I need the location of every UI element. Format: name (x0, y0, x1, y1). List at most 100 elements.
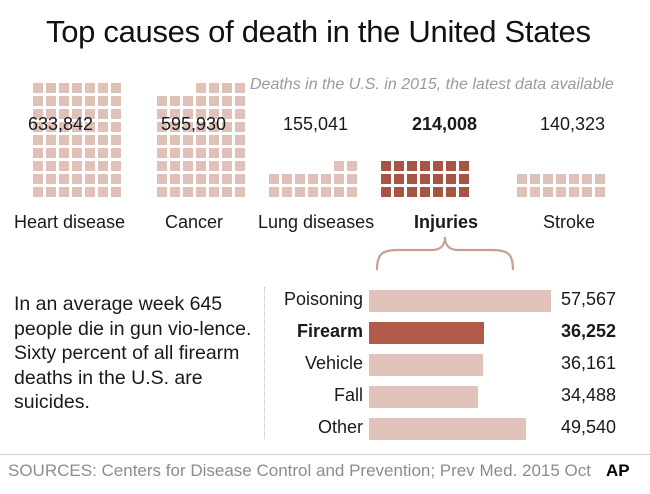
waffle-square-injuries (433, 161, 443, 171)
injuries-bar-chart (369, 290, 551, 440)
gun-violence-note: In an average week 645 people die in gun… (14, 293, 252, 413)
waffle-square-heart-disease (98, 83, 108, 93)
waffle-square-heart-disease (59, 148, 69, 158)
waffle-square-cancer (235, 83, 245, 93)
waffle-square-cancer (157, 109, 167, 119)
waffle-square-heart-disease (72, 96, 82, 106)
waffle-square-cancer (235, 135, 245, 145)
waffle-square-heart-disease (59, 187, 69, 197)
waffle-square-stroke (530, 187, 540, 197)
waffle-square-injuries (394, 187, 404, 197)
waffle-square-cancer (170, 174, 180, 184)
waffle-square-heart-disease (111, 109, 121, 119)
waffle-square-heart-disease (111, 187, 121, 197)
waffle-square-heart-disease (46, 174, 56, 184)
waffle-square-stroke (517, 174, 527, 184)
waffle-square-heart-disease (98, 122, 108, 132)
waffle-square-lung-diseases (321, 174, 331, 184)
bar-value-vehicle: 36,161 (561, 353, 617, 373)
waffle-square-lung-diseases (282, 187, 292, 197)
waffle-square-lung-diseases (295, 174, 305, 184)
waffle-square-cancer (209, 96, 219, 106)
waffle-square-cancer (222, 135, 232, 145)
cause-value-cancer: 595,930 (161, 114, 227, 134)
waffle-square-lung-diseases (321, 187, 331, 197)
section-divider (264, 287, 265, 439)
waffle-square-stroke (543, 187, 553, 197)
waffle-square-heart-disease (33, 135, 43, 145)
waffle-square-heart-disease (46, 148, 56, 158)
bar-value-firearm: 36,252 (561, 321, 617, 341)
ap-logo: AP (606, 461, 630, 480)
waffle-square-cancer (235, 109, 245, 119)
waffle-square-cancer (196, 187, 206, 197)
waffle-square-injuries (394, 161, 404, 171)
waffle-square-cancer (157, 174, 167, 184)
cause-value-heart-disease: 633,842 (28, 114, 94, 134)
waffle-square-heart-disease (85, 109, 95, 119)
waffle-square-stroke (530, 174, 540, 184)
cause-label-stroke: Stroke (543, 212, 596, 232)
waffle-square-cancer (170, 187, 180, 197)
waffle-square-injuries (433, 187, 443, 197)
waffle-square-stroke (543, 174, 553, 184)
waffle-square-cancer (170, 161, 180, 171)
waffle-square-heart-disease (85, 122, 95, 132)
waffle-square-heart-disease (59, 174, 69, 184)
waffle-square-cancer (209, 161, 219, 171)
waffle-square-lung-diseases (334, 187, 344, 197)
waffle-square-heart-disease (111, 148, 121, 158)
brace-path (375, 236, 515, 271)
waffle-square-heart-disease (72, 122, 82, 132)
waffle-square-injuries (459, 174, 469, 184)
bar-vehicle (369, 354, 483, 376)
waffle-square-cancer (196, 174, 206, 184)
waffle-square-lung-diseases (334, 161, 344, 171)
waffle-square-heart-disease (33, 122, 43, 132)
waffle-square-injuries (407, 174, 417, 184)
waffle-square-lung-diseases (334, 174, 344, 184)
waffle-square-cancer (235, 161, 245, 171)
waffle-square-lung-diseases (347, 174, 357, 184)
waffle-square-heart-disease (98, 187, 108, 197)
waffle-square-heart-disease (111, 174, 121, 184)
waffle-square-heart-disease (46, 187, 56, 197)
waffle-square-stroke (582, 187, 592, 197)
waffle-square-injuries (407, 161, 417, 171)
waffle-square-heart-disease (59, 96, 69, 106)
waffle-square-stroke (569, 187, 579, 197)
waffle-square-heart-disease (59, 83, 69, 93)
waffle-square-heart-disease (33, 96, 43, 106)
waffle-square-cancer (196, 135, 206, 145)
waffle-square-heart-disease (85, 187, 95, 197)
waffle-square-cancer (222, 187, 232, 197)
waffle-square-heart-disease (72, 109, 82, 119)
waffle-square-cancer (196, 148, 206, 158)
waffle-square-cancer (235, 96, 245, 106)
footer-rule (0, 454, 650, 455)
waffle-square-cancer (196, 96, 206, 106)
waffle-square-injuries (420, 187, 430, 197)
chart-subtitle: Deaths in the U.S. in 2015, the latest d… (250, 76, 614, 93)
waffle-square-stroke (556, 174, 566, 184)
waffle-square-cancer (209, 135, 219, 145)
waffle-square-cancer (157, 187, 167, 197)
waffle-square-stroke (569, 174, 579, 184)
waffle-square-heart-disease (33, 109, 43, 119)
waffle-square-heart-disease (111, 161, 121, 171)
waffle-square-heart-disease (59, 161, 69, 171)
waffle-square-injuries (394, 174, 404, 184)
waffle-square-cancer (196, 122, 206, 132)
bar-label-other: Other (317, 417, 363, 437)
waffle-square-cancer (222, 96, 232, 106)
waffle-square-cancer (209, 83, 219, 93)
waffle-square-cancer (209, 148, 219, 158)
source-note: SOURCES: Centers for Disease Control and… (8, 461, 591, 480)
waffle-square-cancer (157, 148, 167, 158)
waffle-square-heart-disease (33, 83, 43, 93)
injuries-brace (375, 236, 515, 271)
waffle-square-cancer (157, 161, 167, 171)
waffle-chart (33, 83, 605, 197)
bar-label-firearm: Firearm (296, 321, 363, 341)
waffle-square-heart-disease (72, 83, 82, 93)
